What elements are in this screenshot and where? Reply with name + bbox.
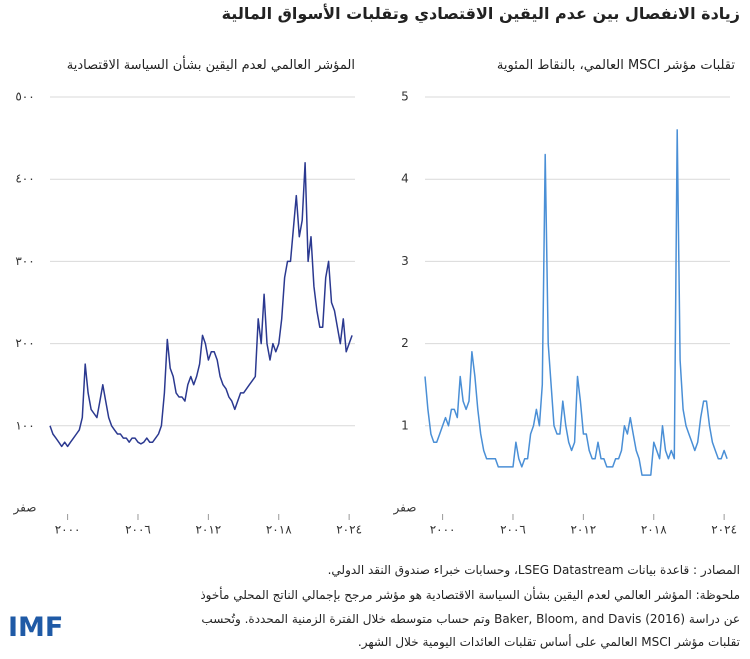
x-tick-label: ٢٠١٨ — [266, 523, 292, 537]
y-tick-label: ١٠٠ — [15, 418, 34, 432]
y-tick-label: صفر — [13, 501, 37, 516]
x-tick-label: ٢٠٠٦ — [125, 523, 151, 537]
y-tick-label: ٢٠٠ — [15, 336, 34, 350]
x-tick-label: ٢٠٠٠ — [430, 523, 456, 537]
note: المصادر : قاعدة بيانات LSEG Datastream، … — [327, 563, 740, 577]
y-tick-label: صفر — [393, 501, 417, 516]
x-tick-label: ٢٠٠٦ — [500, 523, 526, 537]
x-tick-label: ٢٠٢٤ — [711, 523, 737, 537]
series-line — [49, 162, 353, 448]
series-line — [424, 129, 728, 476]
y-tick-label: 3 — [401, 254, 409, 268]
x-tick-label: ٢٠١٨ — [641, 523, 667, 537]
y-tick-label: ٣٠٠ — [15, 254, 34, 268]
x-tick-label: ٢٠٠٠ — [55, 523, 81, 537]
note: ملحوظة: المؤشر العالمي لعدم اليقين بشأن … — [200, 588, 740, 602]
y-tick-label: 1 — [401, 418, 409, 432]
logo: IMF — [8, 612, 64, 643]
y-tick-label: ٥٠٠ — [15, 90, 34, 104]
note: عن دراسة Baker, Bloom, and Davis (2016) … — [201, 612, 740, 626]
y-tick-label: 4 — [401, 172, 409, 186]
note: تقلبات مؤشر MSCI العالمي على أساس تقلبات… — [357, 635, 740, 649]
page-title: زيادة الانفصال بين عدم اليقين الاقتصادي … — [221, 4, 740, 23]
x-tick-label: ٢٠١٢ — [195, 523, 221, 537]
y-tick-label: ٤٠٠ — [15, 172, 34, 186]
x-tick-label: ٢٠١٢ — [570, 523, 596, 537]
panel-title: تقلبات مؤشر MSCI العالمي، بالنقاط المئوي… — [496, 58, 735, 73]
panel-title: المؤشر العالمي لعدم اليقين بشأن السياسة … — [66, 58, 355, 73]
x-tick-label: ٢٠٢٤ — [336, 523, 362, 537]
y-tick-label: 2 — [401, 336, 409, 350]
y-tick-label: 5 — [401, 90, 409, 104]
